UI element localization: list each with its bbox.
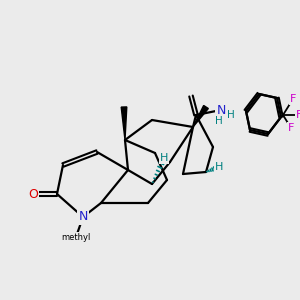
Text: methyl: methyl xyxy=(60,232,92,242)
Text: methyl: methyl xyxy=(61,232,91,242)
Text: N: N xyxy=(217,103,225,116)
Text: H: H xyxy=(215,116,223,126)
Text: F: F xyxy=(290,94,296,104)
Text: H: H xyxy=(160,153,168,163)
Text: O: O xyxy=(28,188,38,200)
Text: H: H xyxy=(215,162,223,172)
Polygon shape xyxy=(121,107,127,140)
Polygon shape xyxy=(193,106,208,127)
Text: N: N xyxy=(78,211,88,224)
Text: O: O xyxy=(28,188,38,200)
Text: F: F xyxy=(288,123,294,133)
Text: F: F xyxy=(296,110,300,120)
Text: H: H xyxy=(226,110,234,121)
Text: N: N xyxy=(216,103,226,116)
Text: N: N xyxy=(79,211,87,224)
